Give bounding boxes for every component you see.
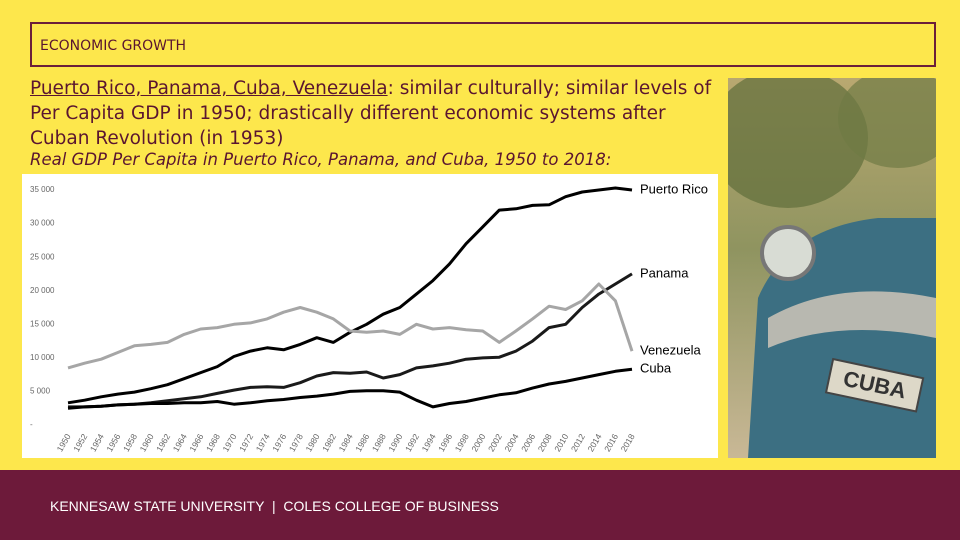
x-tick-label: 1966 bbox=[187, 432, 205, 454]
x-tick-label: 2002 bbox=[486, 432, 504, 454]
x-tick-label: 1992 bbox=[403, 432, 421, 454]
x-tick-label: 1950 bbox=[55, 432, 73, 454]
intro-text: : similar culturally; similar levels of … bbox=[30, 78, 712, 149]
x-tick-label: 1952 bbox=[71, 432, 89, 454]
y-tick-label: 35 000 bbox=[30, 185, 55, 194]
series-label: Cuba bbox=[640, 361, 672, 376]
tree bbox=[838, 78, 936, 168]
x-tick-label: 2004 bbox=[502, 432, 520, 454]
x-tick-label: 1994 bbox=[420, 432, 438, 454]
x-tick-label: 1962 bbox=[154, 432, 172, 454]
y-tick-label: 20 000 bbox=[30, 286, 55, 295]
x-tick-label: 1976 bbox=[270, 432, 288, 454]
series-label: Panama bbox=[640, 265, 689, 280]
x-tick-label: 1982 bbox=[320, 432, 338, 454]
bumper bbox=[768, 291, 936, 348]
slide-title: ECONOMIC GROWTH bbox=[40, 38, 187, 54]
footer: KENNESAW STATE UNIVERSITY | COLES COLLEG… bbox=[0, 470, 960, 540]
x-tick-label: 1956 bbox=[104, 432, 122, 454]
x-tick-label: 2018 bbox=[619, 432, 637, 454]
x-tick-label: 1970 bbox=[220, 432, 238, 454]
x-tick-label: 1968 bbox=[204, 432, 222, 454]
x-tick-label: 2014 bbox=[585, 432, 603, 454]
y-tick-label: 10 000 bbox=[30, 353, 55, 362]
plate bbox=[824, 357, 925, 413]
y-tick-label: 15 000 bbox=[30, 319, 55, 328]
x-tick-label: 1964 bbox=[171, 432, 189, 454]
x-tick-label: 1974 bbox=[254, 432, 272, 454]
tree bbox=[728, 78, 868, 208]
x-tick-label: 2008 bbox=[536, 432, 554, 454]
x-tick-label: 1980 bbox=[303, 432, 321, 454]
x-tick-label: 2006 bbox=[519, 432, 537, 454]
x-tick-label: 1954 bbox=[88, 432, 106, 454]
x-tick-label: 1998 bbox=[453, 432, 471, 454]
x-tick-label: 1978 bbox=[287, 432, 305, 454]
title-box: ECONOMIC GROWTH bbox=[30, 22, 936, 67]
headlight bbox=[760, 225, 816, 281]
x-tick-label: 2012 bbox=[569, 432, 587, 454]
countries: Puerto Rico, Panama, Cuba, Venezuela bbox=[30, 78, 388, 99]
y-tick-label: 25 000 bbox=[30, 252, 55, 261]
y-tick-label: 30 000 bbox=[30, 219, 55, 228]
x-tick-label: 2016 bbox=[602, 432, 620, 454]
x-tick-label: 2010 bbox=[552, 432, 570, 454]
photo: CUBA bbox=[728, 78, 936, 458]
series-label: Venezuela bbox=[640, 343, 701, 358]
y-tick-label: 5 000 bbox=[30, 387, 51, 396]
series-label: Puerto Rico bbox=[640, 181, 708, 196]
x-tick-label: 1996 bbox=[436, 432, 454, 454]
y-tick-label: - bbox=[30, 420, 33, 429]
x-tick-label: 2000 bbox=[469, 432, 487, 454]
series-line bbox=[67, 186, 633, 405]
chart-title: Real GDP Per Capita in Puerto Rico, Pana… bbox=[30, 150, 612, 169]
x-tick-label: 1984 bbox=[337, 432, 355, 454]
series-line bbox=[68, 272, 633, 409]
series-line bbox=[67, 282, 634, 370]
x-tick-label: 1972 bbox=[237, 432, 255, 454]
x-tick-label: 1986 bbox=[353, 432, 371, 454]
x-tick-label: 1960 bbox=[138, 432, 156, 454]
footer-text: KENNESAW STATE UNIVERSITY | COLES COLLEG… bbox=[50, 498, 499, 514]
x-tick-label: 1958 bbox=[121, 432, 139, 454]
intro: Puerto Rico, Panama, Cuba, Venezuela: si… bbox=[30, 76, 720, 151]
x-tick-label: 1988 bbox=[370, 432, 388, 454]
chart: - 5 000 10 000 15 000 20 000 25 000 30 000 35 0… bbox=[22, 174, 718, 458]
series-line bbox=[67, 367, 633, 410]
x-tick-label: 1990 bbox=[386, 432, 404, 454]
